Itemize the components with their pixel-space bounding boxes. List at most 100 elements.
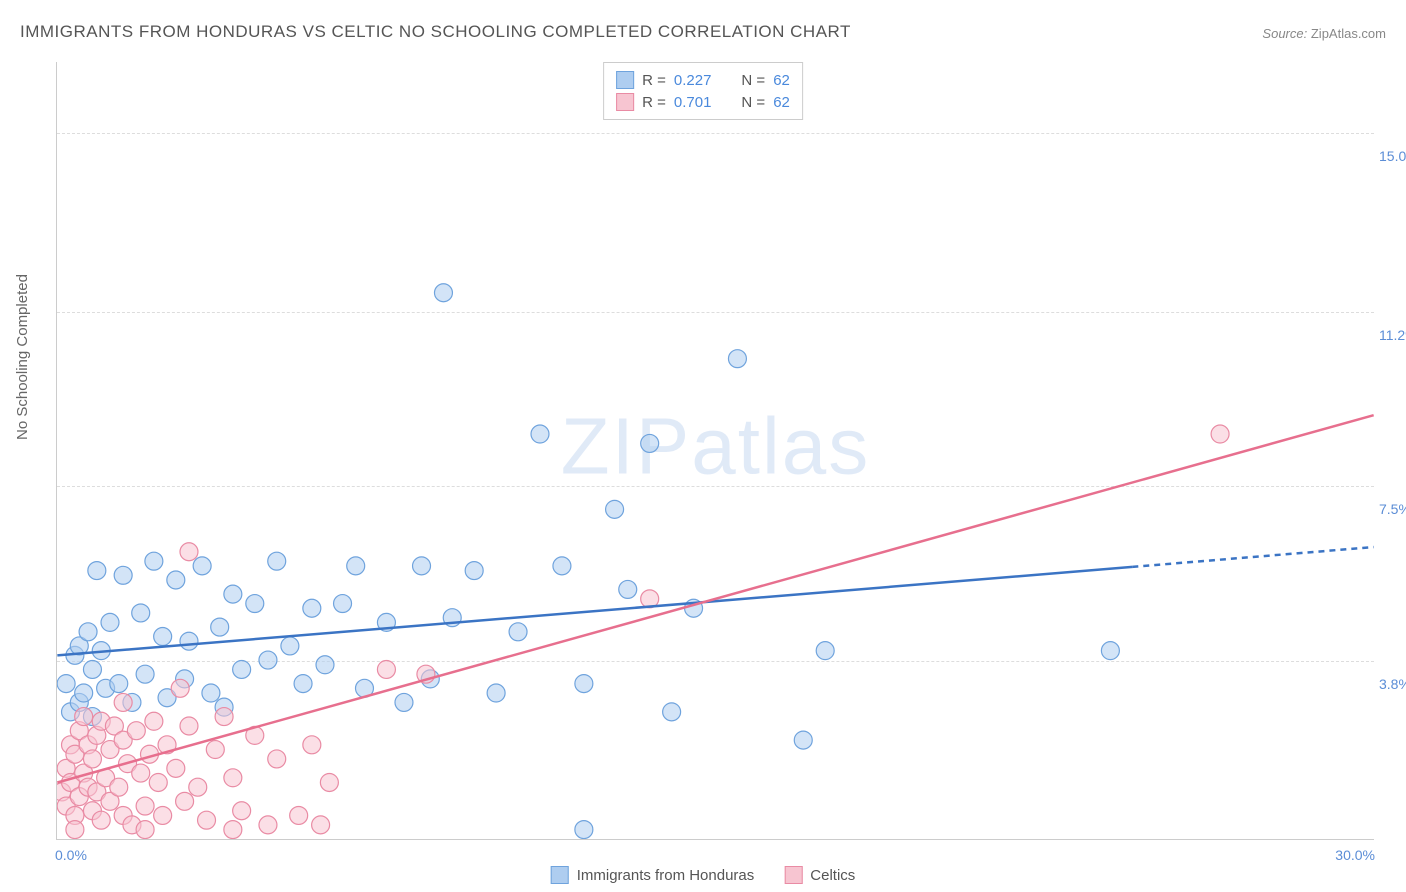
legend-stats-row: R = 0.227 N = 62 <box>616 69 790 91</box>
scatter-point <box>377 660 395 678</box>
chart-svg <box>57 62 1374 839</box>
scatter-point <box>136 797 154 815</box>
scatter-point <box>1211 425 1229 443</box>
scatter-point <box>1101 642 1119 660</box>
scatter-point <box>88 562 106 580</box>
legend-n-value: 62 <box>773 72 790 89</box>
scatter-point <box>303 599 321 617</box>
scatter-point <box>145 552 163 570</box>
scatter-point <box>127 722 145 740</box>
scatter-point <box>206 741 224 759</box>
scatter-point <box>154 806 172 824</box>
scatter-point <box>268 750 286 768</box>
scatter-point <box>176 792 194 810</box>
scatter-point <box>189 778 207 796</box>
legend-r-value: 0.227 <box>674 72 712 89</box>
scatter-point <box>180 632 198 650</box>
scatter-point <box>114 693 132 711</box>
scatter-point <box>641 434 659 452</box>
scatter-point <box>132 764 150 782</box>
legend-series-item: Celtics <box>784 866 855 884</box>
scatter-point <box>606 500 624 518</box>
scatter-point <box>224 821 242 839</box>
legend-swatch <box>616 71 634 89</box>
scatter-point <box>259 651 277 669</box>
scatter-point <box>224 585 242 603</box>
scatter-point <box>246 595 264 613</box>
trend-line-dashed <box>1132 547 1373 567</box>
source-credit: Source: ZipAtlas.com <box>1262 26 1386 41</box>
scatter-point <box>531 425 549 443</box>
scatter-point <box>224 769 242 787</box>
legend-swatch <box>551 866 569 884</box>
legend-series: Immigrants from Honduras Celtics <box>551 866 856 884</box>
scatter-point <box>114 566 132 584</box>
scatter-point <box>92 811 110 829</box>
legend-swatch <box>616 93 634 111</box>
legend-r-label: R = <box>642 72 666 89</box>
trend-line <box>57 567 1132 655</box>
scatter-point <box>180 543 198 561</box>
scatter-point <box>110 675 128 693</box>
legend-stats-row: R =0.701N =62 <box>616 91 790 113</box>
scatter-point <box>334 595 352 613</box>
scatter-point <box>79 623 97 641</box>
scatter-point <box>233 802 251 820</box>
scatter-point <box>281 637 299 655</box>
scatter-point <box>509 623 527 641</box>
legend-series-label: Celtics <box>810 867 855 884</box>
scatter-point <box>132 604 150 622</box>
source-site: ZipAtlas.com <box>1311 26 1386 41</box>
y-axis-label: No Schooling Completed <box>14 274 31 440</box>
legend-r-value: 0.701 <box>674 94 712 111</box>
legend-swatch <box>784 866 802 884</box>
scatter-point <box>202 684 220 702</box>
scatter-point <box>154 628 172 646</box>
scatter-point <box>619 580 637 598</box>
scatter-point <box>149 774 167 792</box>
scatter-point <box>167 759 185 777</box>
legend-n-label: N = <box>741 72 765 89</box>
scatter-point <box>728 350 746 368</box>
scatter-point <box>167 571 185 589</box>
scatter-point <box>215 708 233 726</box>
scatter-point <box>553 557 571 575</box>
scatter-point <box>136 821 154 839</box>
scatter-point <box>233 660 251 678</box>
scatter-point <box>294 675 312 693</box>
scatter-point <box>312 816 330 834</box>
scatter-point <box>575 675 593 693</box>
scatter-point <box>575 821 593 839</box>
scatter-point <box>347 557 365 575</box>
legend-r-label: R = <box>642 94 666 111</box>
scatter-point <box>211 618 229 636</box>
plot-area: ZIPatlas 15.0%11.2%7.5%3.8%0.0%30.0% <box>56 62 1374 840</box>
source-label: Source: <box>1262 26 1307 41</box>
scatter-point <box>145 712 163 730</box>
scatter-point <box>413 557 431 575</box>
scatter-point <box>663 703 681 721</box>
scatter-point <box>66 821 84 839</box>
y-tick-label: 3.8% <box>1379 676 1406 692</box>
scatter-point <box>316 656 334 674</box>
legend-series-item: Immigrants from Honduras <box>551 866 755 884</box>
chart-title: IMMIGRANTS FROM HONDURAS VS CELTIC NO SC… <box>20 22 851 42</box>
scatter-point <box>198 811 216 829</box>
scatter-point <box>110 778 128 796</box>
scatter-point <box>75 708 93 726</box>
scatter-point <box>816 642 834 660</box>
x-tick-label: 30.0% <box>1327 847 1375 863</box>
scatter-point <box>320 774 338 792</box>
scatter-point <box>259 816 277 834</box>
scatter-point <box>101 613 119 631</box>
scatter-point <box>268 552 286 570</box>
scatter-point <box>193 557 211 575</box>
scatter-point <box>83 750 101 768</box>
scatter-point <box>434 284 452 302</box>
scatter-point <box>83 660 101 678</box>
y-tick-label: 11.2% <box>1379 327 1406 343</box>
scatter-point <box>75 684 93 702</box>
scatter-point <box>136 665 154 683</box>
scatter-point <box>487 684 505 702</box>
legend-n-label: N = <box>741 94 765 111</box>
